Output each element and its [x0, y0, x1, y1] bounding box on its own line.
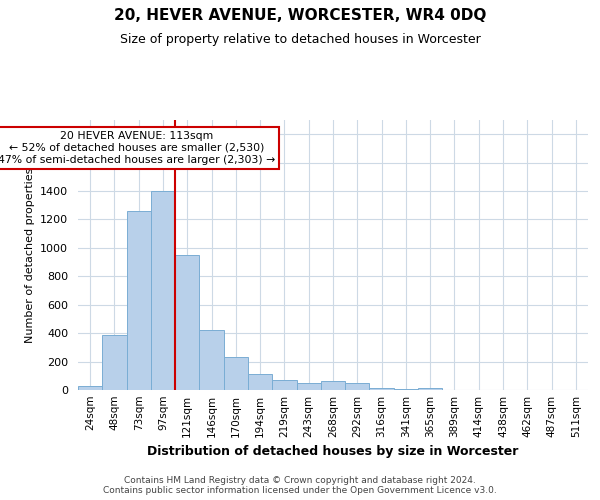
Bar — [127, 211, 151, 390]
Bar — [321, 381, 345, 390]
Bar — [224, 356, 248, 390]
Bar — [248, 374, 272, 390]
Bar — [296, 383, 321, 390]
Y-axis label: Number of detached properties: Number of detached properties — [25, 168, 35, 342]
Bar — [394, 388, 418, 390]
Bar — [175, 255, 199, 390]
Text: 20 HEVER AVENUE: 113sqm
← 52% of detached houses are smaller (2,530)
47% of semi: 20 HEVER AVENUE: 113sqm ← 52% of detache… — [0, 132, 275, 164]
Bar — [370, 388, 394, 390]
Bar — [78, 386, 102, 390]
Bar — [418, 388, 442, 390]
Bar — [151, 191, 175, 390]
Text: Contains HM Land Registry data © Crown copyright and database right 2024.
Contai: Contains HM Land Registry data © Crown c… — [103, 476, 497, 495]
X-axis label: Distribution of detached houses by size in Worcester: Distribution of detached houses by size … — [148, 446, 518, 458]
Bar — [345, 383, 370, 390]
Text: Size of property relative to detached houses in Worcester: Size of property relative to detached ho… — [119, 32, 481, 46]
Bar — [272, 380, 296, 390]
Bar — [199, 330, 224, 390]
Bar — [102, 334, 127, 390]
Text: 20, HEVER AVENUE, WORCESTER, WR4 0DQ: 20, HEVER AVENUE, WORCESTER, WR4 0DQ — [114, 8, 486, 22]
